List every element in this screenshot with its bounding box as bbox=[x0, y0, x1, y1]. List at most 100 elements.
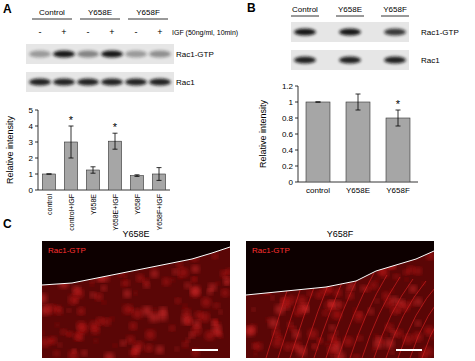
speckle bbox=[129, 249, 139, 259]
speckle bbox=[156, 346, 164, 354]
speckle bbox=[118, 258, 124, 264]
speckle bbox=[246, 245, 251, 253]
cell-body bbox=[42, 247, 230, 358]
speckle bbox=[346, 292, 354, 300]
y-tick bbox=[295, 166, 298, 167]
speckle bbox=[81, 350, 87, 356]
x-axis bbox=[38, 190, 170, 191]
error-bar bbox=[316, 102, 321, 103]
y-tick bbox=[295, 86, 298, 87]
blot-membrane bbox=[26, 44, 174, 64]
group-line bbox=[336, 16, 364, 17]
speckle bbox=[365, 244, 373, 252]
blot-membrane bbox=[291, 22, 409, 42]
speckle bbox=[409, 285, 417, 293]
band bbox=[101, 78, 123, 85]
fibre bbox=[422, 287, 434, 358]
speckle bbox=[132, 309, 142, 319]
speckle bbox=[153, 308, 157, 312]
speckle bbox=[193, 320, 201, 328]
fibre bbox=[410, 285, 434, 358]
speckle bbox=[284, 343, 292, 351]
y-tick bbox=[295, 150, 298, 151]
blot: ControlY658EY658FRac1-GTPRac1 bbox=[291, 5, 459, 70]
error-bar bbox=[135, 175, 140, 177]
speckle bbox=[42, 294, 47, 304]
speckle bbox=[246, 326, 255, 336]
speckle bbox=[102, 301, 106, 305]
speckle bbox=[414, 298, 422, 306]
bar bbox=[386, 118, 410, 182]
speckle bbox=[344, 266, 352, 274]
speckle bbox=[375, 299, 379, 303]
lane-group: Y658F bbox=[383, 5, 407, 14]
error-bar bbox=[113, 133, 118, 149]
significance: * bbox=[113, 121, 118, 133]
speckle bbox=[322, 279, 330, 287]
speckle bbox=[414, 267, 422, 275]
treatment-mark: + bbox=[61, 27, 66, 37]
speckle bbox=[275, 275, 285, 285]
background bbox=[42, 241, 230, 358]
speckle bbox=[149, 312, 159, 322]
speckle bbox=[270, 296, 274, 300]
cell-outline bbox=[42, 247, 230, 285]
speckle bbox=[110, 317, 114, 321]
speckle bbox=[54, 351, 60, 357]
speckle bbox=[145, 344, 153, 352]
speckle bbox=[74, 332, 82, 340]
speckle bbox=[42, 241, 44, 243]
speckle bbox=[182, 342, 188, 348]
band bbox=[384, 28, 406, 35]
speckle bbox=[212, 253, 218, 259]
treatment-mark: + bbox=[157, 27, 162, 37]
x-tick-label: Y658F bbox=[134, 194, 141, 215]
fibre bbox=[374, 279, 413, 358]
speckle bbox=[325, 300, 335, 310]
speckle bbox=[129, 349, 135, 355]
speckle bbox=[271, 261, 277, 267]
speckle bbox=[57, 241, 61, 245]
band bbox=[77, 50, 99, 57]
speckle bbox=[42, 337, 50, 347]
speckle bbox=[186, 338, 190, 342]
y-tick bbox=[295, 102, 298, 103]
speckle bbox=[356, 256, 362, 262]
speckle bbox=[323, 310, 329, 316]
y-tick bbox=[295, 118, 298, 119]
speckle bbox=[119, 242, 127, 250]
speckle bbox=[329, 325, 335, 331]
y-axis-label: Relative intensity bbox=[258, 99, 268, 168]
speckle bbox=[287, 301, 293, 307]
speckle bbox=[330, 262, 340, 272]
speckle bbox=[70, 271, 80, 281]
speckle bbox=[224, 241, 230, 247]
y-tick bbox=[35, 190, 38, 191]
x-tick-label: Y658E bbox=[90, 194, 97, 215]
speckle bbox=[253, 352, 257, 356]
speckle bbox=[162, 278, 170, 286]
y-axis-label: Relative intensity bbox=[5, 115, 15, 184]
speckle bbox=[225, 282, 229, 286]
speckle bbox=[74, 288, 84, 298]
speckle bbox=[266, 241, 272, 244]
marks bbox=[306, 94, 410, 182]
treatment-mark: - bbox=[87, 27, 90, 37]
speckle bbox=[137, 241, 143, 247]
y-tick bbox=[35, 158, 38, 159]
speckle bbox=[390, 296, 398, 304]
speckle bbox=[218, 310, 222, 314]
speckle bbox=[185, 282, 191, 288]
speckle bbox=[61, 329, 67, 335]
speckle bbox=[178, 267, 188, 277]
speckle bbox=[123, 290, 131, 298]
band bbox=[339, 28, 361, 35]
speckle bbox=[221, 289, 229, 297]
speckle bbox=[158, 311, 168, 321]
speckle bbox=[136, 274, 144, 282]
lane-group: Control bbox=[292, 5, 318, 14]
y-tick-label: 1 bbox=[289, 98, 294, 107]
fibre bbox=[362, 277, 400, 358]
y-tick-label: 4 bbox=[29, 122, 34, 131]
y-tick-label: 0.6 bbox=[282, 130, 294, 139]
